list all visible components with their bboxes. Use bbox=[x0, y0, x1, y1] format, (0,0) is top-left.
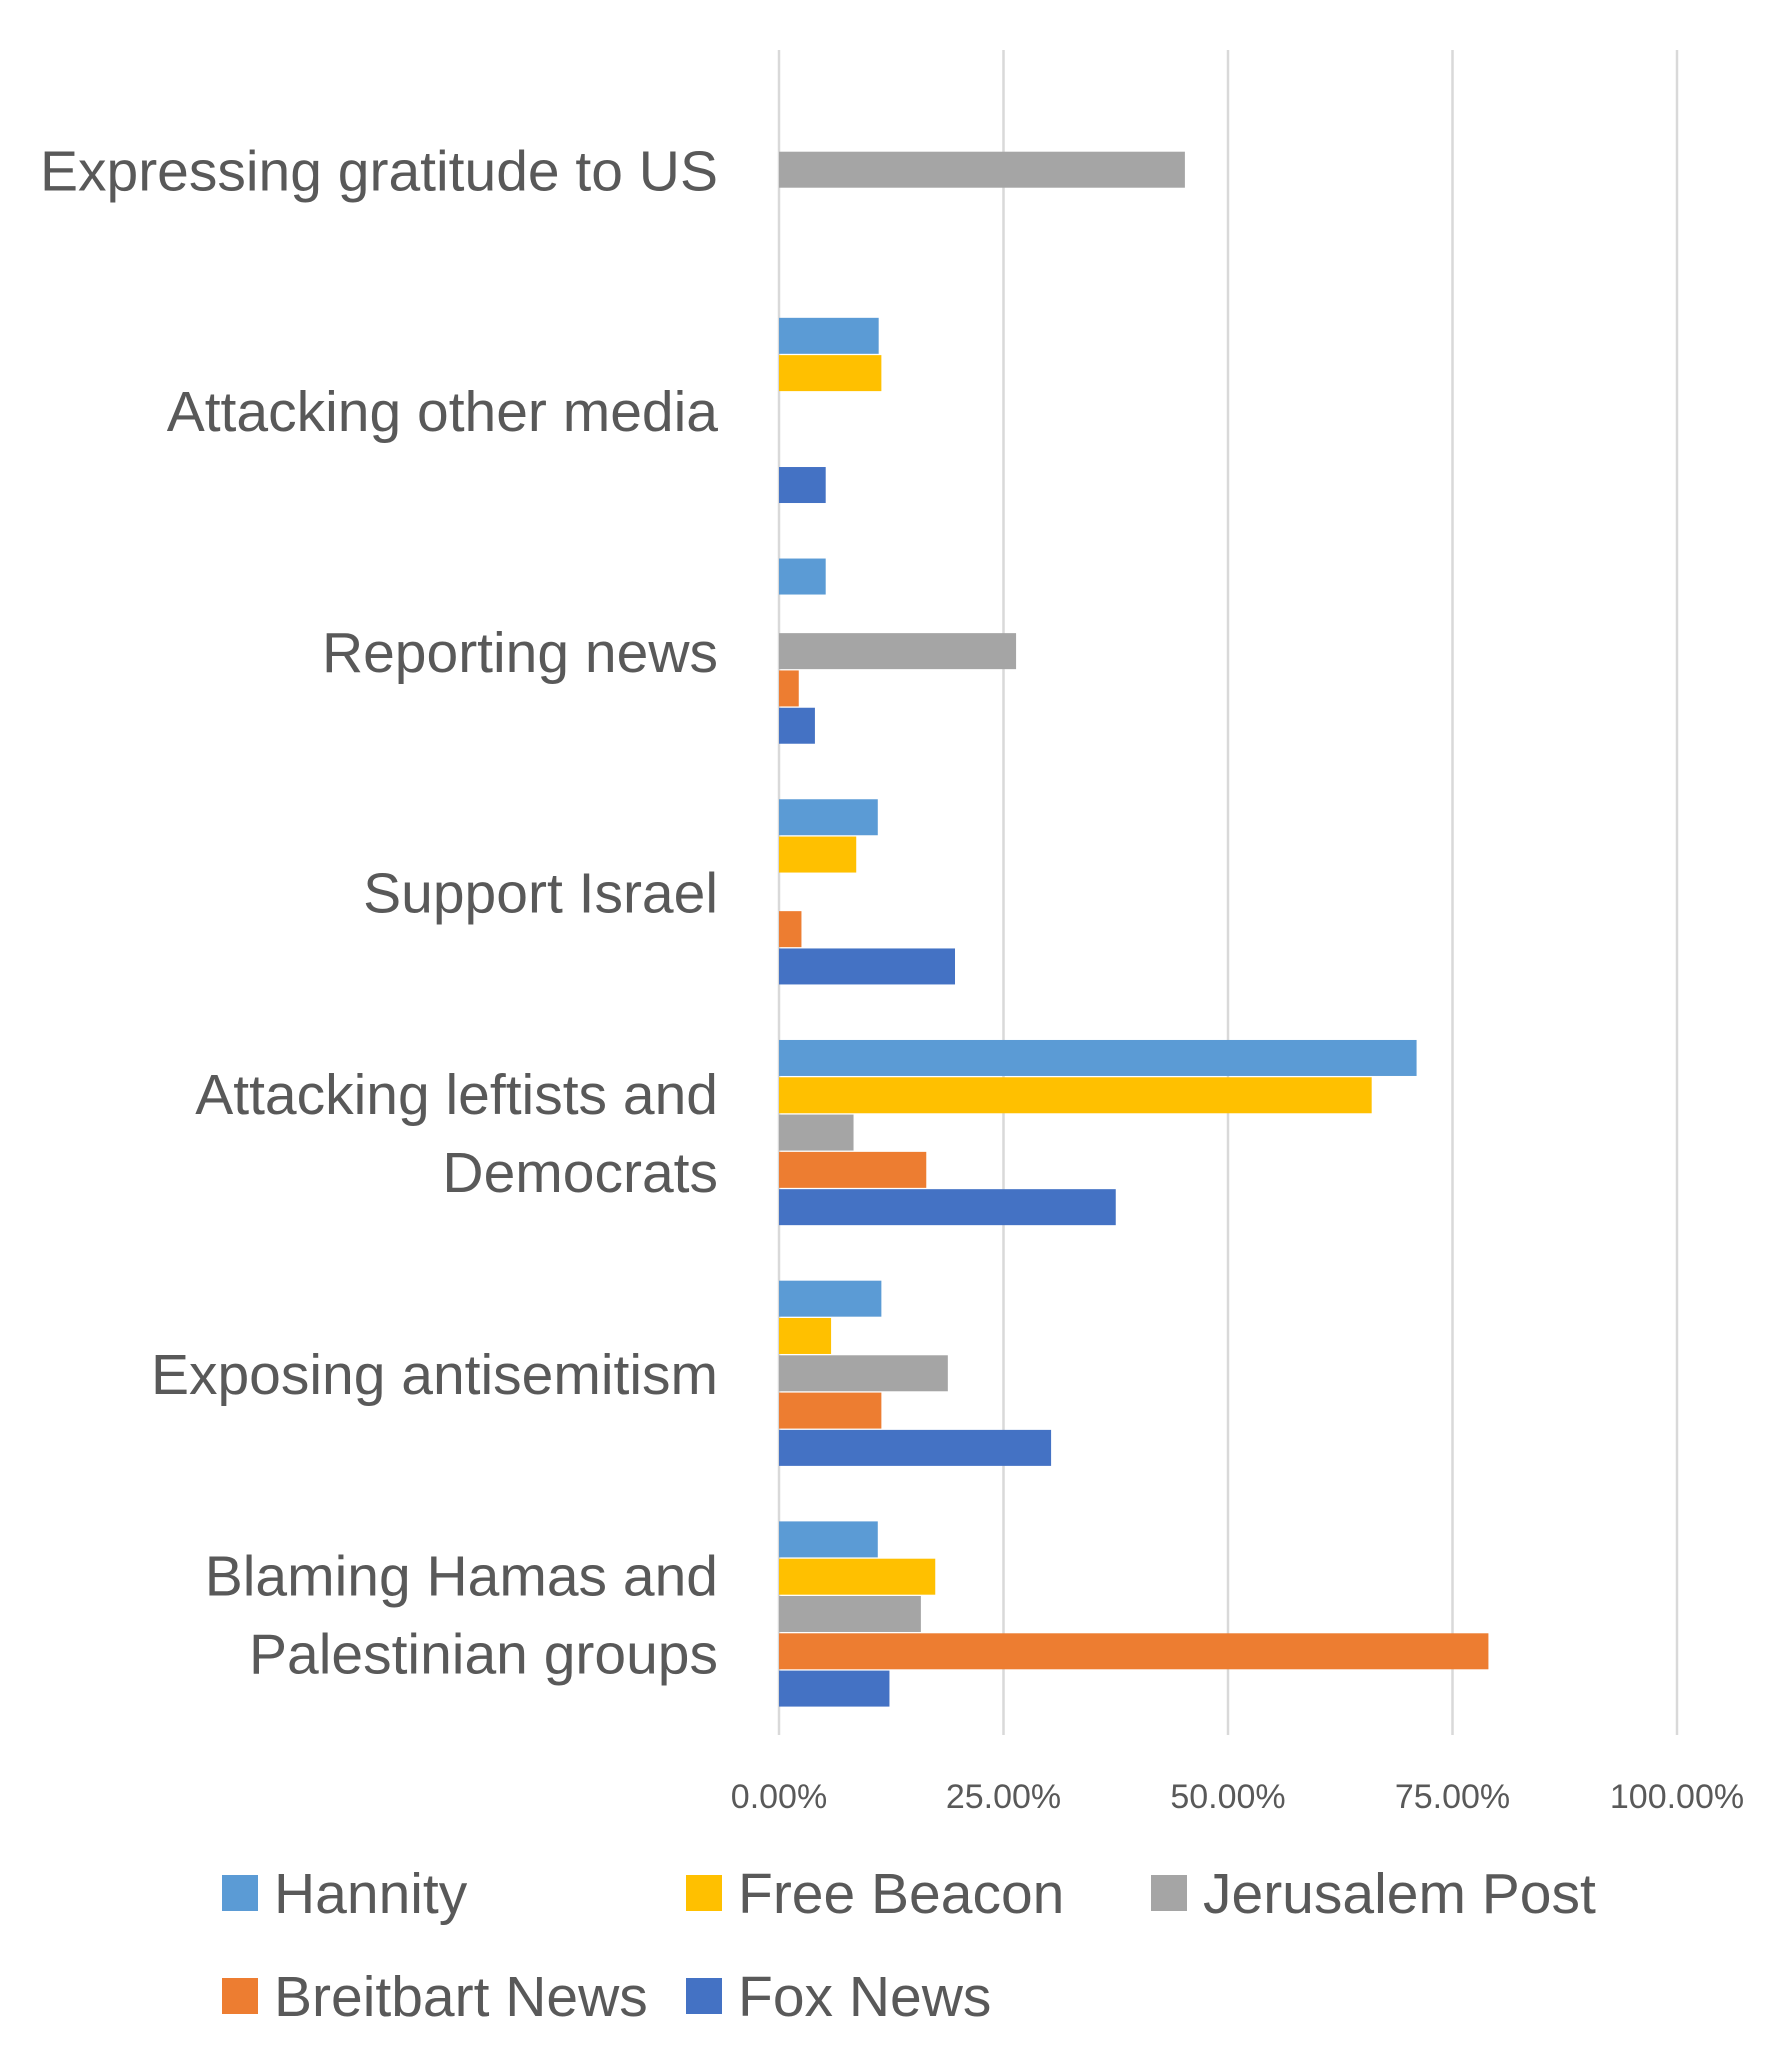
bar-fox-news bbox=[779, 1670, 890, 1707]
bar-hannity bbox=[779, 558, 826, 595]
bar-breitbart-news bbox=[779, 911, 802, 948]
legend-swatch bbox=[1151, 1875, 1187, 1911]
gridlines bbox=[777, 50, 1679, 1735]
legend: Hannity Free Beacon Jerusalem Post Breitbar… bbox=[222, 1862, 1596, 2029]
x-tick-label: 50.00% bbox=[1170, 1778, 1285, 1816]
bar-free-beacon bbox=[779, 1558, 936, 1595]
legend-swatch bbox=[686, 1978, 722, 2014]
legend-item: Jerusalem Post bbox=[1151, 1862, 1596, 1926]
bar-breitbart-news bbox=[779, 1392, 882, 1429]
legend-label: Jerusalem Post bbox=[1203, 1862, 1596, 1926]
legend-item: Breitbart News bbox=[222, 1965, 648, 2029]
bar-hannity bbox=[779, 1521, 878, 1558]
bar-free-beacon bbox=[779, 1317, 832, 1354]
category-label: Exposing antisemitism bbox=[151, 1343, 718, 1407]
bar-fox-news bbox=[779, 1189, 1116, 1226]
bar-hannity bbox=[779, 1280, 882, 1317]
bar-breitbart-news bbox=[779, 1151, 927, 1188]
x-tick-label: 25.00% bbox=[946, 1778, 1061, 1816]
legend-item: Fox News bbox=[686, 1965, 991, 2029]
legend-swatch bbox=[686, 1875, 722, 1911]
bar-fox-news bbox=[779, 948, 956, 985]
category-label: Expressing gratitude to US bbox=[40, 139, 718, 203]
bar-jerusalem-post bbox=[779, 151, 1185, 188]
legend-item: Hannity bbox=[222, 1862, 468, 1926]
x-tick-labels: 0.00% 25.00% 50.00% 75.00% 100.00% bbox=[731, 1778, 1744, 1816]
bar-fox-news bbox=[779, 1429, 1052, 1466]
bars bbox=[779, 151, 1489, 1707]
category-label: Attacking leftists and Democrats bbox=[195, 1063, 718, 1205]
legend-swatch bbox=[222, 1875, 258, 1911]
bar-jerusalem-post bbox=[779, 1114, 854, 1151]
bar-breitbart-news bbox=[779, 1633, 1489, 1670]
category-label: Blaming Hamas and Palestinian groups bbox=[205, 1545, 718, 1687]
bar-free-beacon bbox=[779, 355, 882, 392]
bar-hannity bbox=[779, 799, 878, 836]
legend-item: Free Beacon bbox=[686, 1862, 1064, 1926]
bar-fox-news bbox=[779, 707, 815, 744]
bar-fox-news bbox=[779, 467, 826, 504]
x-tick-label: 100.00% bbox=[1610, 1778, 1744, 1816]
category-labels: Expressing gratitude to US Attacking othe… bbox=[40, 139, 718, 1686]
legend-swatch bbox=[222, 1978, 258, 2014]
bar-hannity bbox=[779, 1039, 1417, 1076]
x-tick-label: 75.00% bbox=[1395, 1778, 1510, 1816]
x-tick-label: 0.00% bbox=[731, 1778, 827, 1816]
legend-label: Free Beacon bbox=[738, 1862, 1064, 1926]
category-label: Support Israel bbox=[363, 862, 718, 926]
bar-jerusalem-post bbox=[779, 1355, 948, 1392]
bar-free-beacon bbox=[779, 1077, 1372, 1114]
legend-label: Hannity bbox=[274, 1862, 468, 1926]
bar-jerusalem-post bbox=[779, 1595, 921, 1632]
legend-label: Breitbart News bbox=[274, 1965, 648, 2029]
category-label: Attacking other media bbox=[167, 380, 719, 444]
bar-free-beacon bbox=[779, 836, 857, 873]
bar-hannity bbox=[779, 317, 879, 354]
bar-jerusalem-post bbox=[779, 633, 1017, 670]
category-label: Reporting news bbox=[322, 621, 718, 685]
bar-breitbart-news bbox=[779, 670, 799, 707]
legend-label: Fox News bbox=[738, 1965, 991, 2029]
